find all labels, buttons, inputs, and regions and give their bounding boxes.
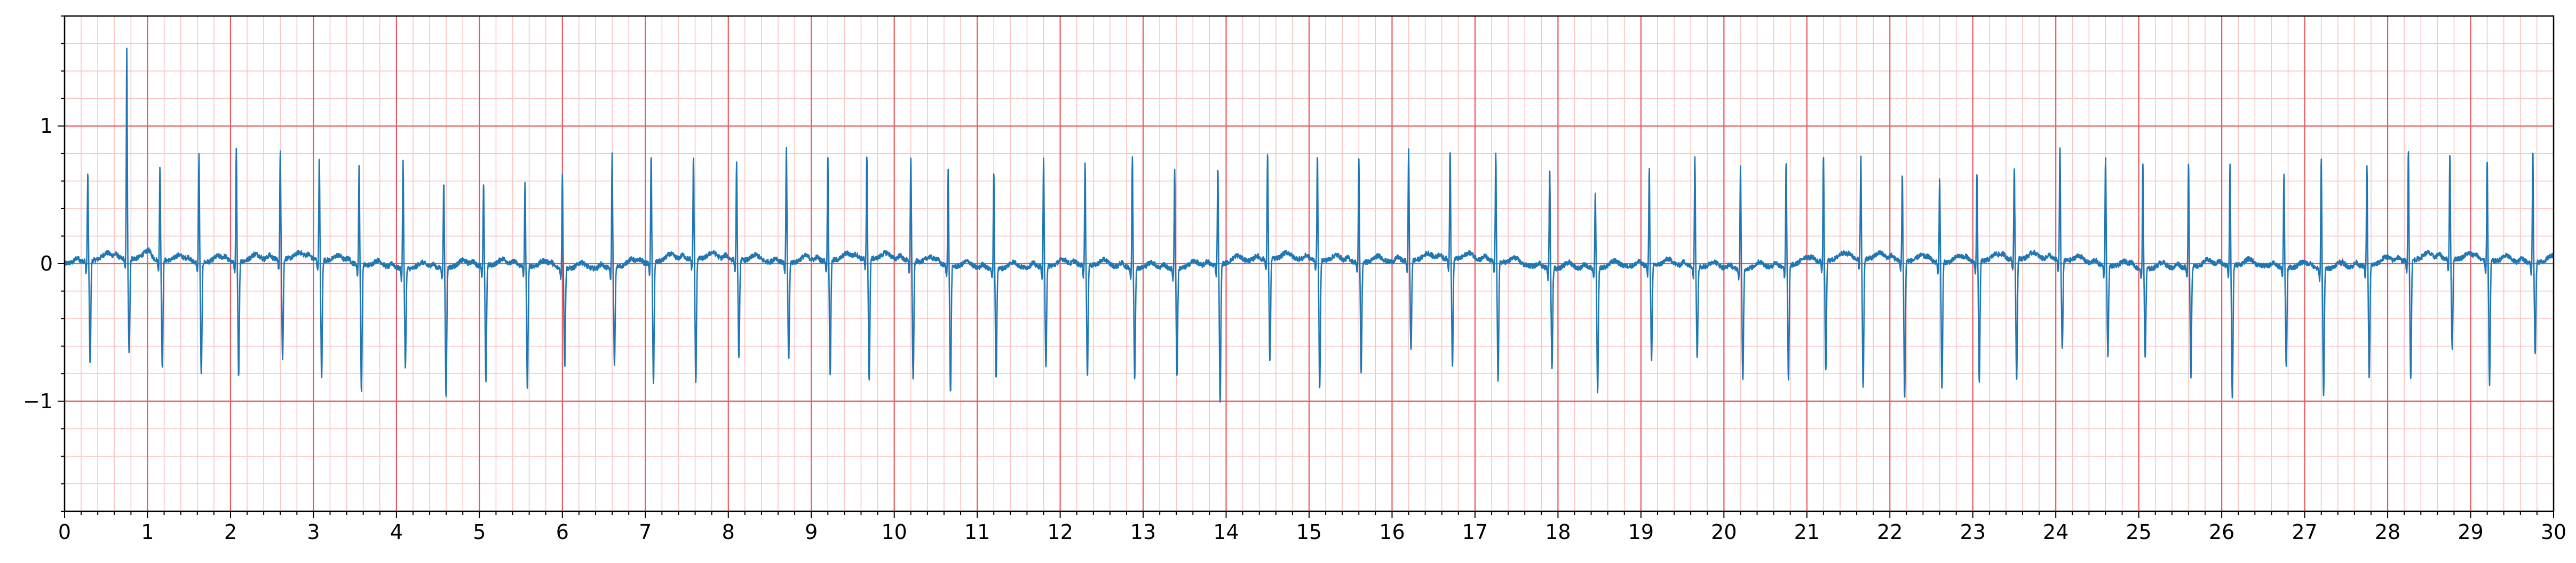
ecg-signal-line — [64, 47, 2555, 403]
x-tick-label: 3 — [307, 520, 320, 544]
x-tick-label: 6 — [556, 520, 569, 544]
x-tick-label: 9 — [805, 520, 818, 544]
x-tick-label: 24 — [2043, 520, 2068, 544]
x-tick-label: 18 — [1545, 520, 1571, 544]
x-tick-label: 12 — [1047, 520, 1073, 544]
x-tick-label: 27 — [2292, 520, 2317, 544]
x-tick-label: 11 — [964, 520, 990, 544]
x-tick-label: 1 — [141, 520, 154, 544]
x-tick-label: 10 — [881, 520, 907, 544]
x-tick-label: 16 — [1379, 520, 1405, 544]
x-tick-label: 19 — [1628, 520, 1654, 544]
x-tick-label: 25 — [2126, 520, 2151, 544]
highlighted-segment — [1997, 169, 2023, 379]
x-tick-label: 20 — [1711, 520, 1737, 544]
x-tick-label: 22 — [1877, 520, 1903, 544]
x-tick-label: 15 — [1296, 520, 1322, 544]
x-tick-label: 30 — [2541, 520, 2566, 544]
x-tick-label: 23 — [1960, 520, 1986, 544]
x-tick-label: 13 — [1130, 520, 1156, 544]
x-tick-label: 8 — [722, 520, 735, 544]
x-tick-label: 29 — [2458, 520, 2483, 544]
x-tick-label: 26 — [2209, 520, 2234, 544]
y-tick-label: 0 — [40, 252, 53, 275]
x-axis-ticks: 0 1 2 3 4 5 6 7 8 9 10 11 12 13 14 15 16 17 18 19 20 21 22 23 24… — [58, 511, 2566, 544]
x-tick-label: 17 — [1462, 520, 1488, 544]
x-tick-label: 0 — [58, 520, 71, 544]
x-tick-label: 14 — [1213, 520, 1239, 544]
y-tick-label: −1 — [23, 390, 53, 413]
y-axis-ticks: 1 0 −1 — [23, 15, 65, 512]
x-tick-label: 7 — [639, 520, 652, 544]
x-tick-label: 4 — [390, 520, 403, 544]
x-tick-label: 2 — [224, 520, 237, 544]
x-tick-label: 5 — [473, 520, 486, 544]
y-tick-label: 1 — [40, 114, 53, 138]
x-tick-label: 28 — [2375, 520, 2400, 544]
x-tick-label: 21 — [1794, 520, 1820, 544]
